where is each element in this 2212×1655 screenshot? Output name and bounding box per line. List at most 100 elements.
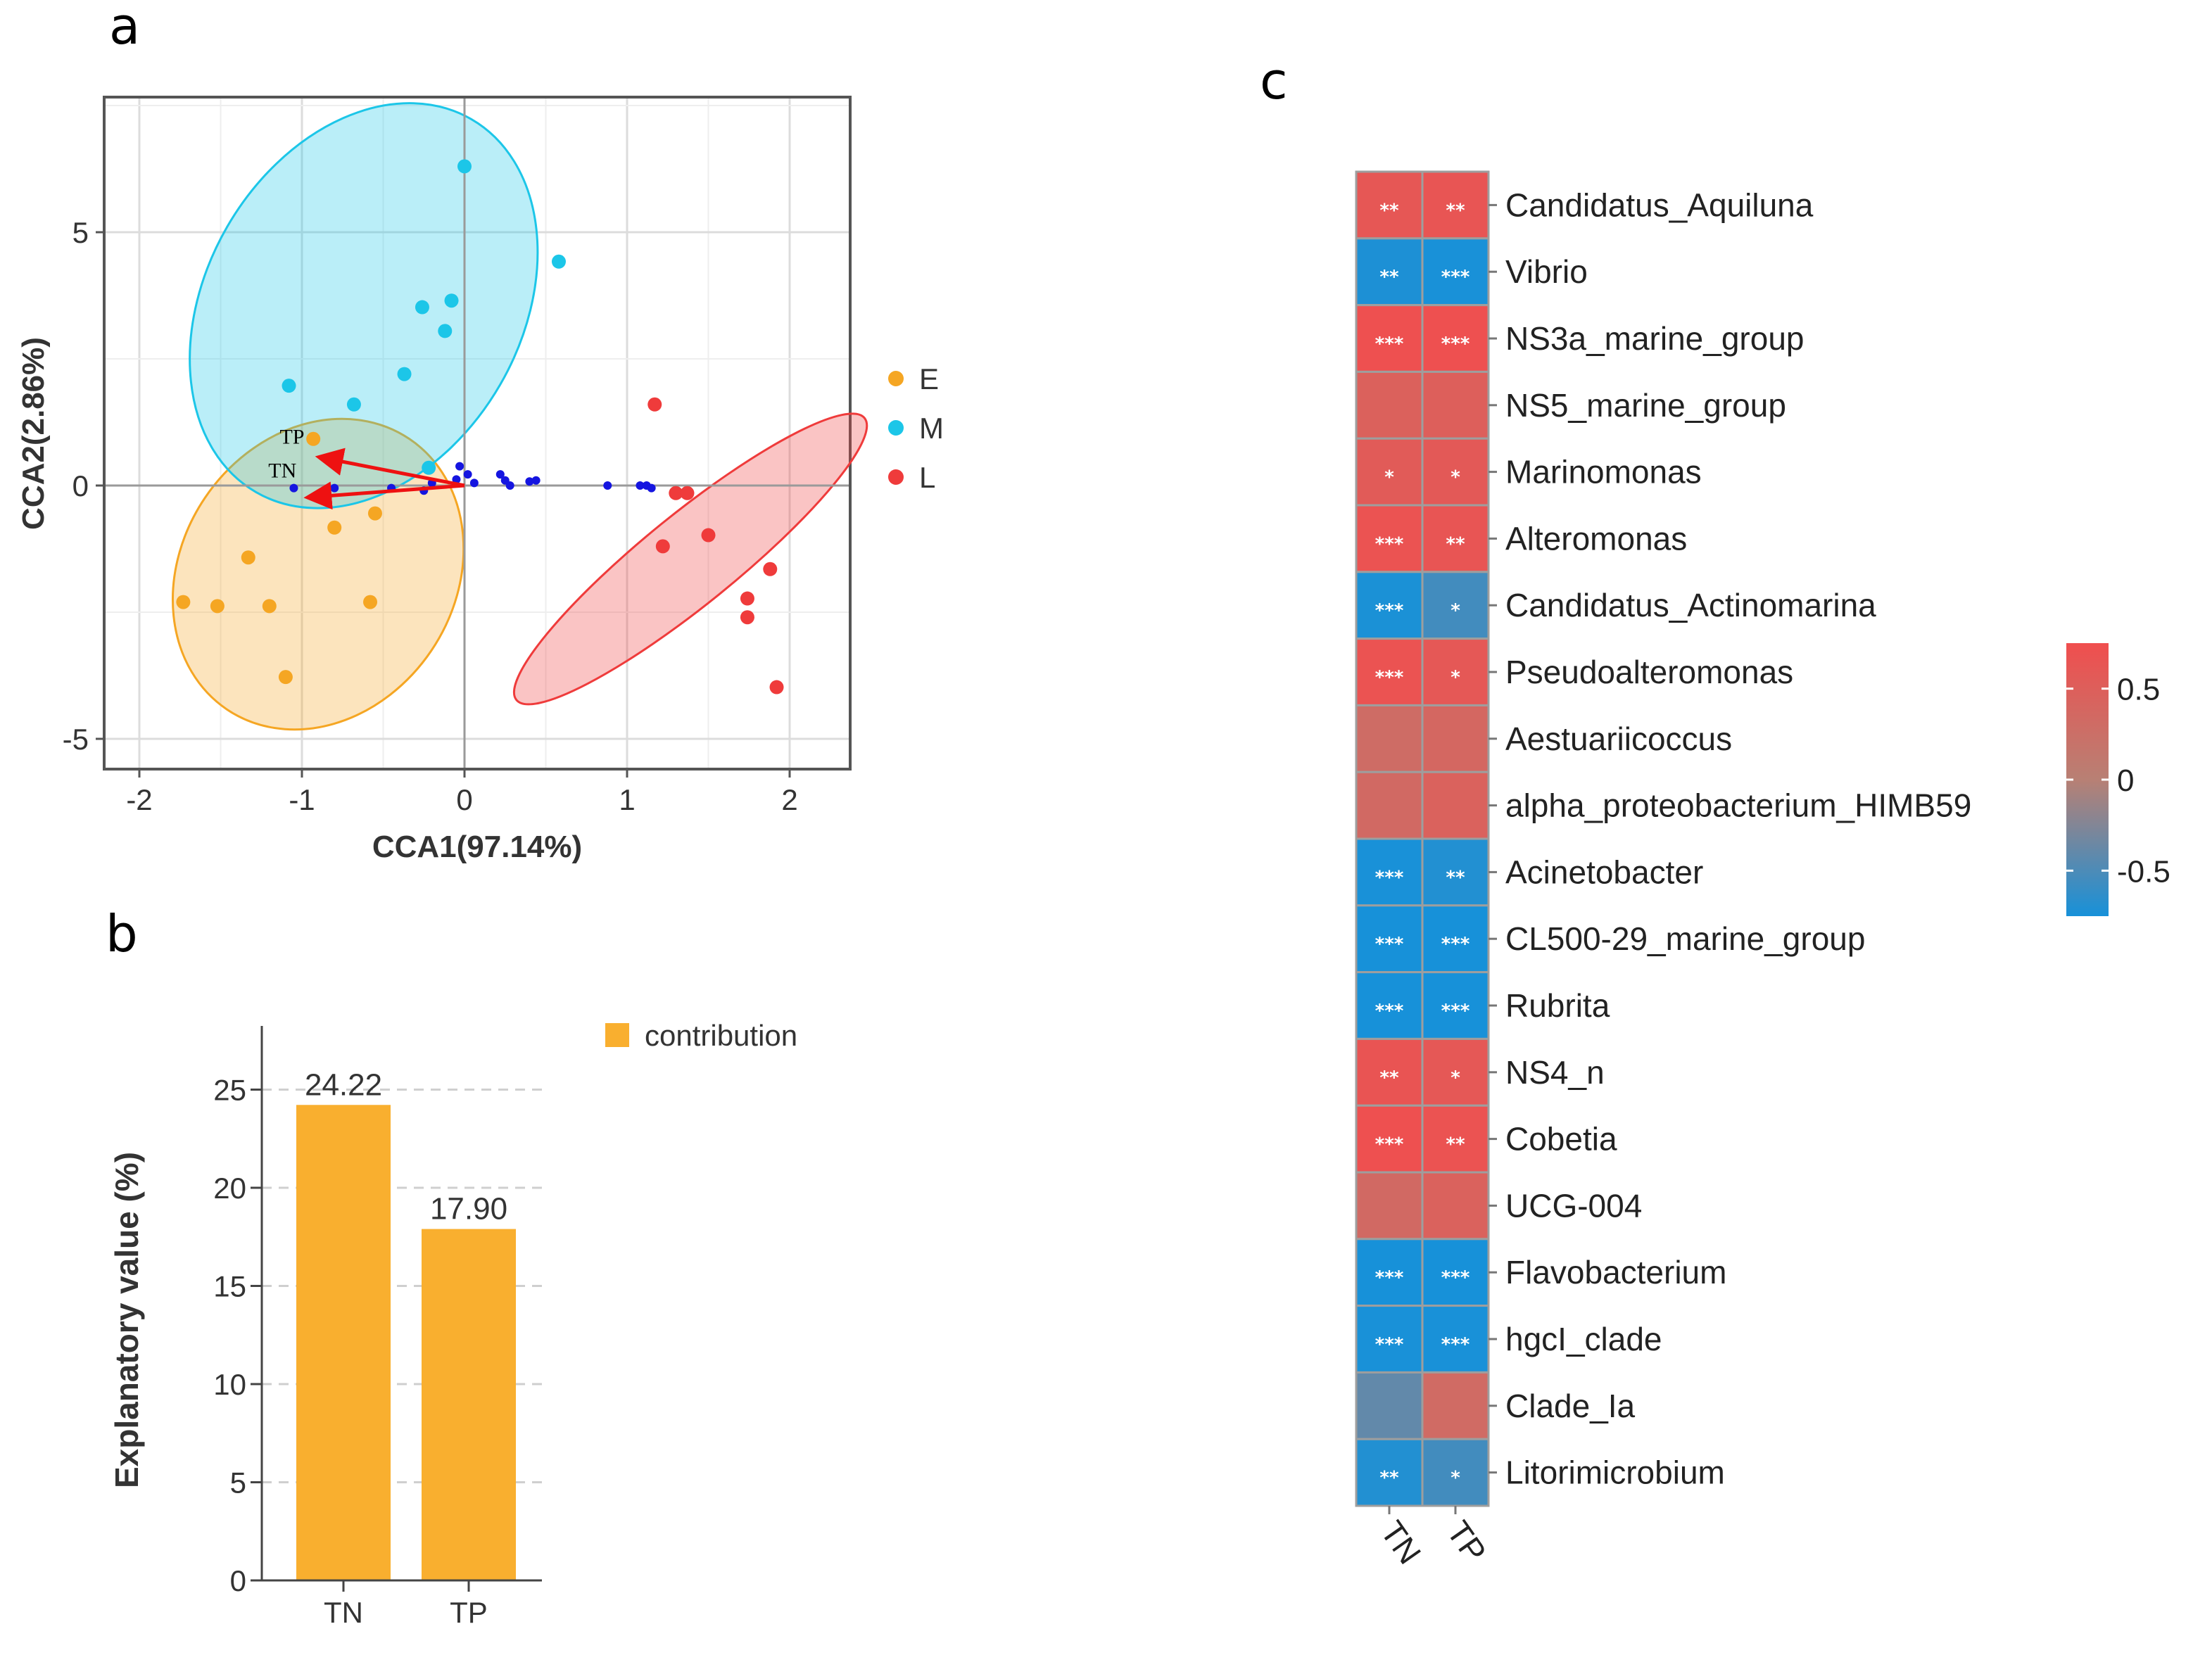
cca-site-point: [463, 470, 472, 479]
heatmap-cell-significance: ***: [1441, 1267, 1470, 1288]
heatmap-row-label: CL500-29_marine_group: [1505, 920, 1865, 957]
heatmap-cell-significance: ***: [1441, 334, 1470, 355]
heatmap-cell-significance: *: [1451, 1067, 1460, 1089]
heatmap-cell: [1421, 1037, 1490, 1107]
cca-point-L: [701, 528, 716, 543]
heatmap-row-labels: Candidatus_Aquiluna Vibrio NS3a_marine_gro…: [1489, 186, 1971, 1491]
cca-point-M: [282, 379, 296, 393]
heatmap-row-label: UCG-004: [1505, 1187, 1642, 1224]
cca-y-tick-label: -5: [63, 723, 89, 756]
bar-y-axis-title: Explanatory value (%): [108, 1152, 145, 1488]
cca-vector-TP: [315, 448, 465, 488]
heatmap-row-label: Litorimicrobium: [1505, 1454, 1725, 1491]
heatmap-cell-significance: ***: [1375, 667, 1404, 688]
cca-ellipse-M: [189, 102, 539, 509]
cca-point-E: [367, 506, 382, 521]
heatmap-cell: [1421, 971, 1490, 1040]
heatmap-cell-significance: **: [1379, 1067, 1399, 1089]
cca-ellipse-E: [171, 417, 465, 731]
cca-legend-marker-M: [888, 420, 904, 436]
cca-x-tick-label: -2: [126, 783, 152, 816]
heatmap-cell: [1355, 904, 1424, 974]
heatmap-cell-significance: ***: [1441, 267, 1470, 288]
cca-point-L: [669, 486, 683, 500]
heatmap-row-label: Clade_Ia: [1505, 1388, 1636, 1424]
heatmap-cell-significance: ***: [1375, 1001, 1404, 1022]
bar-value-label-TN: 24.22: [305, 1067, 382, 1102]
cca-x-tick-label: 0: [456, 783, 472, 816]
cca-site-point: [505, 481, 514, 490]
correlation-heatmap: ** **** ****** **** **** ***** **** **** ***** **…: [1355, 170, 2170, 1571]
panel-label-c: c: [1260, 51, 1288, 110]
bar-value-label-TP: 17.90: [430, 1192, 507, 1226]
heatmap-cell-significance: ***: [1375, 533, 1404, 554]
heatmap-column-labels: TN TP: [1374, 1506, 1493, 1571]
cca-point-M: [444, 293, 459, 308]
bar-axes: 0 5 10 15 20 25 TN TP: [213, 1026, 542, 1629]
cca-point-L: [740, 591, 754, 606]
heatmap-cell: [1355, 1037, 1424, 1107]
heatmap-cell: [1421, 370, 1490, 440]
heatmap-cell: [1355, 170, 1424, 240]
cca-point-L: [680, 486, 695, 500]
cca-ellipses: [171, 102, 868, 731]
heatmap-cell-significance: *: [1451, 667, 1460, 688]
bar-TP: [422, 1229, 516, 1580]
heatmap-cell: [1355, 1371, 1424, 1440]
heatmap-cell: [1421, 904, 1490, 974]
cca-site-point: [455, 462, 464, 471]
heatmap-cell: [1355, 1171, 1424, 1241]
cca-legend: EML: [888, 362, 944, 494]
heatmap-row-label: NS4_n: [1505, 1054, 1605, 1091]
cca-ticks: -2 -1 0 1 2 -5 0 5: [63, 216, 798, 816]
heatmap-cell-significance: **: [1446, 533, 1465, 554]
bar-legend-label: contribution: [645, 1019, 797, 1052]
heatmap-cell: [1421, 1238, 1490, 1307]
heatmap-row-label: Aestuariicoccus: [1505, 721, 1732, 757]
cca-point-E: [262, 599, 277, 614]
colorbar-tick-label: 0.5: [2117, 673, 2160, 707]
cca-vector-label-TN: TN: [268, 459, 296, 483]
heatmap-row-label: NS5_marine_group: [1505, 387, 1786, 424]
heatmap-cell: [1421, 1371, 1490, 1440]
cca-y-axis-title: CCA2(2.86%): [16, 337, 51, 530]
bar-TN: [296, 1105, 391, 1580]
heatmap-row-label: Pseudoalteromonas: [1505, 654, 1793, 690]
cca-vector-TN: [303, 481, 465, 510]
bar-y-tick-label: 10: [213, 1368, 246, 1401]
bar-legend-swatch: [605, 1023, 629, 1047]
panel-label-a: a: [109, 0, 140, 56]
heatmap-cell-significance: *: [1384, 467, 1394, 488]
cca-site-point: [647, 483, 656, 493]
heatmap-cells: ** **** ****** **** **** ***** **** **** ***** **…: [1355, 170, 1490, 1507]
heatmap-row-label: Cobetia: [1505, 1121, 1617, 1158]
cca-point-L: [655, 539, 670, 554]
cca-point-L: [769, 680, 784, 695]
heatmap-row-label: Rubrita: [1505, 987, 1610, 1024]
heatmap-cell: [1421, 704, 1490, 773]
cca-site-point: [495, 470, 505, 479]
heatmap-cell-significance: ***: [1375, 600, 1404, 621]
cca-point-M: [397, 367, 412, 381]
cca-point-M: [415, 300, 429, 315]
heatmap-cell-significance: ***: [1375, 1134, 1404, 1155]
heatmap-cell: [1355, 1238, 1424, 1307]
cca-point-L: [740, 610, 754, 625]
cca-point-E: [306, 431, 321, 446]
colorbar-tick-label: 0: [2117, 763, 2134, 798]
heatmap-column-label: TP: [1440, 1514, 1493, 1569]
heatmap-cell: [1421, 771, 1490, 840]
cca-x-tick-label: -1: [289, 783, 315, 816]
heatmap-cell-significance: ***: [1375, 867, 1404, 888]
bar-x-tick-label: TP: [450, 1596, 488, 1629]
heatmap-cell: [1355, 504, 1424, 573]
cca-point-E: [363, 595, 378, 609]
heatmap-cell-significance: *: [1451, 600, 1460, 621]
heatmap-row-label: hgcI_clade: [1505, 1321, 1662, 1357]
cca-plot-frame: [103, 96, 852, 771]
heatmap-row-label: Flavobacterium: [1505, 1254, 1726, 1291]
bar-y-tick-label: 25: [213, 1074, 246, 1107]
cca-legend-label-M: M: [919, 412, 944, 445]
heatmap-row-label: Candidatus_Actinomarina: [1505, 587, 1876, 623]
